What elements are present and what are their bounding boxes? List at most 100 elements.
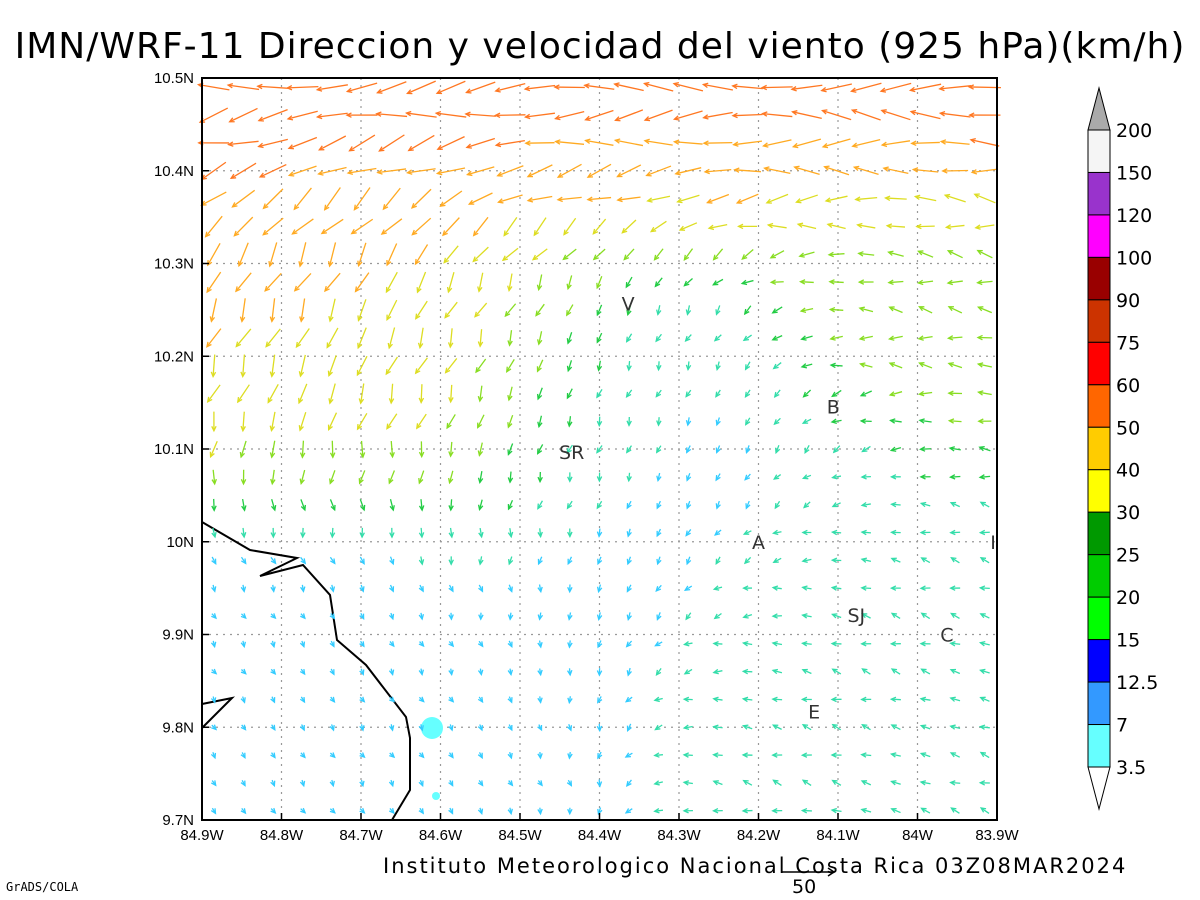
wind-vector-head xyxy=(494,141,502,148)
wind-vector xyxy=(507,640,513,648)
wind-vector-shaft xyxy=(386,243,398,266)
wind-vector xyxy=(535,303,545,317)
y-tick-label: 9.7N xyxy=(162,812,194,829)
wind-vector-head xyxy=(888,362,896,368)
wind-vector xyxy=(231,189,256,208)
wind-vector xyxy=(567,640,573,649)
wind-vector xyxy=(287,136,318,150)
wind-vector xyxy=(920,557,931,564)
wind-vector xyxy=(211,556,217,565)
wind-vector xyxy=(860,585,872,591)
wind-vector-head xyxy=(655,669,662,677)
wind-vector-head xyxy=(656,558,662,566)
wind-vector-head xyxy=(950,612,957,619)
wind-vector-head xyxy=(507,780,514,787)
reference-vector xyxy=(782,867,836,877)
wind-vector-shaft xyxy=(854,166,879,175)
wind-vector-shaft xyxy=(944,194,966,203)
wind-vector xyxy=(771,613,782,619)
wind-vector xyxy=(978,474,991,480)
wind-vector-head xyxy=(448,532,454,539)
wind-vector xyxy=(823,165,850,176)
wind-vector-head xyxy=(472,256,479,263)
station-label: B xyxy=(827,396,840,418)
wind-vector-shaft xyxy=(329,383,336,404)
wind-vector xyxy=(388,641,395,648)
wind-vector-head xyxy=(672,115,680,121)
wind-vector-shaft xyxy=(299,354,306,377)
wind-vector-head xyxy=(800,752,808,758)
wind-vector-shaft xyxy=(918,280,934,284)
wind-vector-head xyxy=(229,173,237,180)
wind-vector xyxy=(821,138,851,149)
wind-vector-head xyxy=(418,696,425,703)
wind-vector-head xyxy=(270,613,277,620)
wind-vector-head xyxy=(597,753,603,760)
wind-vector xyxy=(859,390,872,397)
wind-vector-head xyxy=(656,530,662,538)
wind-vector xyxy=(889,641,901,647)
wind-vector xyxy=(567,751,573,760)
wind-vector xyxy=(211,469,217,486)
wind-vector xyxy=(702,140,733,146)
wind-vector xyxy=(406,80,436,95)
wind-vector-head xyxy=(919,585,926,591)
wind-vector-head xyxy=(626,309,632,317)
wind-vector xyxy=(416,271,427,294)
wind-vector-head xyxy=(235,341,242,348)
wind-vector-head xyxy=(616,172,623,178)
wind-vector-head xyxy=(345,87,353,93)
wind-vector xyxy=(388,612,395,621)
station-label: SJ xyxy=(847,605,865,627)
wind-vector-head xyxy=(682,696,690,703)
wind-vector xyxy=(626,556,632,566)
wind-vector-head xyxy=(596,365,603,372)
wind-vector-head xyxy=(796,222,804,228)
wind-vector-shaft xyxy=(419,327,424,348)
wind-vector-head xyxy=(293,285,300,292)
wind-vector-head xyxy=(586,172,594,178)
wind-vector-head xyxy=(358,478,364,485)
wind-vector-head xyxy=(771,752,778,758)
wind-vector-shaft xyxy=(479,329,483,347)
wind-vector-head xyxy=(299,780,306,788)
wind-vector-head xyxy=(406,89,413,95)
wind-vector xyxy=(762,139,792,148)
wind-vector-head xyxy=(771,724,779,730)
wind-vector xyxy=(240,584,247,593)
wind-vector-head xyxy=(831,502,838,508)
wind-vector-shaft xyxy=(360,383,365,404)
wind-vector-head xyxy=(947,362,954,368)
wind-vector xyxy=(447,328,454,349)
wind-vector xyxy=(626,584,632,593)
wind-vector-head xyxy=(949,668,957,674)
wind-vector xyxy=(976,362,992,368)
wind-vector xyxy=(745,445,751,455)
wind-vector xyxy=(358,470,366,485)
wind-vector xyxy=(685,612,692,621)
wind-vector-head xyxy=(683,585,691,591)
wind-vector-head xyxy=(477,808,484,815)
wind-vector xyxy=(979,501,990,508)
wind-vector-shaft xyxy=(891,808,901,814)
wind-vector-head xyxy=(949,724,956,730)
wind-vector xyxy=(800,752,812,758)
wind-vector-head xyxy=(820,86,827,93)
wind-vector-head xyxy=(324,285,330,293)
wind-vector-head xyxy=(857,251,864,257)
wind-vector-shaft xyxy=(948,306,963,314)
wind-vector xyxy=(939,139,970,145)
wind-vector-shaft xyxy=(262,217,284,236)
wind-vector-shaft xyxy=(300,499,306,511)
wind-vector xyxy=(686,556,692,566)
wind-vector-head xyxy=(706,198,713,204)
wind-vector-head xyxy=(821,143,829,149)
wind-vector-shaft xyxy=(941,140,970,145)
wind-vector xyxy=(970,168,999,175)
wind-vector-head xyxy=(329,807,336,814)
wind-vector xyxy=(978,724,990,730)
wind-vector xyxy=(389,441,395,459)
wind-vector-head xyxy=(298,371,305,378)
wind-vector-shaft xyxy=(538,415,543,427)
wind-vector-head xyxy=(444,367,451,374)
